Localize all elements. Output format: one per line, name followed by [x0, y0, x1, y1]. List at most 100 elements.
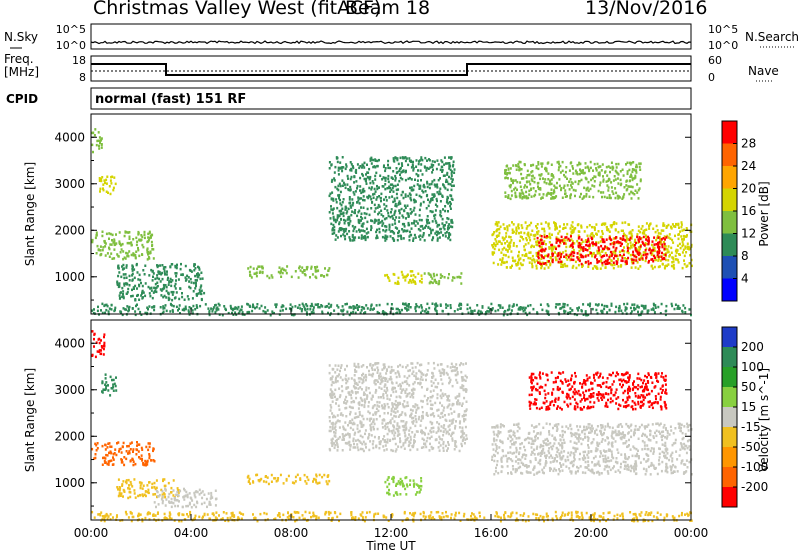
velocity-echo-cell [441, 404, 444, 407]
power-echo-cell [668, 255, 671, 258]
power-echo-cell [410, 178, 413, 181]
power-echo-cell [511, 221, 513, 224]
power-echo-cell [690, 243, 693, 247]
velocity-echo-cell [186, 495, 189, 499]
power-echo-cell [381, 219, 384, 223]
velocity-echo-cell [381, 379, 384, 383]
power-echo-cell [442, 226, 445, 229]
power-echo-cell [684, 245, 687, 248]
power-echo-cell [100, 177, 103, 181]
velocity-echo-cell [176, 490, 179, 494]
velocity-echo-cell [353, 422, 356, 426]
power-echo-cell [148, 274, 151, 277]
power-echo-cell [507, 244, 509, 247]
velocity-echo-cell [379, 440, 382, 443]
power-echo-cell [564, 189, 567, 192]
velocity-echo-cell [429, 407, 432, 410]
power-echo-cell [535, 243, 538, 246]
power-colorbar-segment [722, 256, 737, 279]
power-echo-cell [144, 282, 147, 285]
power-echo-cell [562, 240, 565, 243]
power-echo-cell [659, 232, 662, 235]
power-echo-cell [339, 161, 342, 164]
power-echo-cell [661, 243, 664, 246]
power-echo-cell [654, 304, 657, 307]
power-echo-cell [394, 174, 397, 178]
power-echo-cell [508, 243, 511, 246]
power-echo-cell [105, 308, 108, 312]
power-echo-cell [447, 182, 450, 186]
power-echo-cell [346, 232, 349, 236]
velocity-echo-cell [142, 462, 145, 465]
power-echo-cell [101, 302, 104, 306]
velocity-echo-cell [162, 478, 165, 481]
power-echo-cell [502, 238, 505, 242]
power-echo-cell [348, 222, 351, 225]
power-echo-cell [555, 237, 558, 241]
power-echo-cell [608, 257, 611, 260]
power-echo-cell [602, 180, 605, 183]
power-echo-cell [554, 186, 557, 189]
power-echo-cell [108, 247, 111, 251]
power-echo-cell [444, 209, 447, 213]
power-echo-cell [187, 298, 190, 301]
power-echo-cell [671, 304, 674, 308]
velocity-echo-cell [394, 372, 397, 375]
velocity-echo-cell [353, 416, 356, 420]
power-echo-cell [538, 260, 541, 263]
velocity-echo-cell [93, 457, 96, 460]
power-echo-cell [257, 265, 260, 268]
velocity-echo-cell [360, 388, 363, 391]
power-echo-cell [572, 248, 575, 252]
power-echo-cell [403, 222, 406, 226]
power-echo-cell [636, 191, 639, 194]
power-echo-cell [103, 304, 106, 308]
power-echo-cell [525, 227, 528, 230]
power-echo-cell [548, 232, 551, 236]
power-echo-cell [566, 238, 569, 242]
velocity-echo-cell [433, 367, 436, 370]
power-echo-cell [628, 223, 631, 226]
velocity-echo-cell [369, 417, 372, 421]
power-echo-cell [625, 258, 628, 261]
power-echo-cell [329, 305, 332, 308]
power-echo-cell [393, 213, 396, 216]
velocity-echo-cell [446, 373, 449, 376]
velocity-echo-cell [343, 401, 345, 404]
power-echo-cell [107, 191, 109, 194]
power-echo-cell [113, 309, 116, 313]
velocity-echo-cell [356, 383, 359, 386]
power-echo-cell [542, 193, 545, 196]
power-echo-cell [498, 227, 501, 231]
power-echo-cell [539, 303, 542, 306]
velocity-echo-cell [344, 398, 347, 401]
power-echo-cell [169, 277, 172, 281]
power-echo-cell [338, 221, 341, 224]
power-echo-cell [493, 242, 495, 245]
power-echo-cell [543, 233, 546, 236]
power-echo-cell [367, 231, 370, 234]
power-echo-cell [389, 190, 392, 193]
velocity-echo-cell [170, 501, 173, 504]
velocity-echo-cell [185, 490, 188, 494]
power-echo-cell [681, 244, 684, 248]
power-echo-cell [530, 164, 532, 167]
power-echo-cell [677, 223, 680, 227]
power-echo-cell [509, 167, 512, 170]
velocity-echo-cell [431, 403, 434, 407]
velocity-echo-cell [122, 441, 125, 445]
velocity-echo-cell [415, 377, 418, 381]
power-echo-cell [160, 289, 163, 292]
velocity-echo-cell [285, 477, 288, 481]
velocity-echo-cell [378, 386, 381, 389]
power-echo-cell [395, 192, 398, 196]
power-echo-cell [634, 174, 637, 178]
velocity-echo-cell [456, 381, 459, 384]
power-echo-cell [512, 181, 514, 185]
power-echo-cell [656, 255, 659, 258]
power-echo-cell [169, 265, 172, 268]
power-echo-cell [174, 287, 177, 290]
power-echo-cell [534, 190, 537, 193]
power-echo-cell [580, 262, 583, 266]
power-echo-cell [127, 231, 130, 234]
